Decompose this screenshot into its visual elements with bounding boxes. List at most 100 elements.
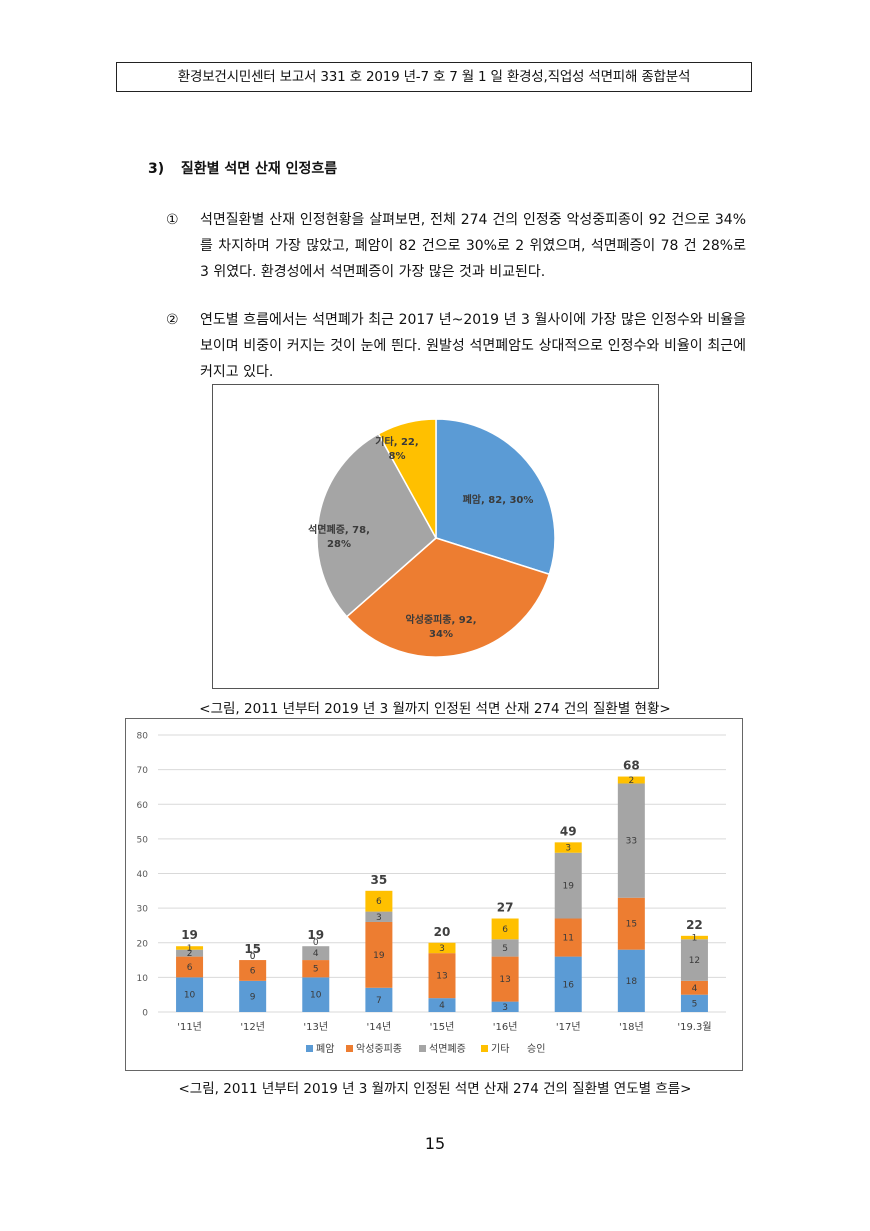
- paragraph-2: ② 연도별 흐름에서는 석면폐가 최근 2017 년~2019 년 3 월사이에…: [166, 307, 746, 385]
- x-tick-label: '13년: [303, 1021, 328, 1033]
- data-label: 4: [439, 1001, 445, 1011]
- bar-segment: [365, 911, 393, 922]
- paragraph-text: 연도별 흐름에서는 석면폐가 최근 2017 년~2019 년 3 월사이에 가…: [200, 312, 746, 380]
- data-label: 18: [626, 977, 638, 987]
- data-label: 10: [184, 991, 196, 1001]
- y-tick-label: 80: [137, 732, 149, 742]
- y-tick-label: 10: [137, 974, 149, 984]
- data-label: 33: [626, 837, 637, 847]
- data-label: 5: [502, 944, 508, 954]
- x-tick-label: '19.3월: [677, 1021, 711, 1033]
- data-label: 1: [692, 934, 698, 944]
- data-label: 12: [689, 956, 700, 966]
- x-tick-label: '15년: [430, 1021, 455, 1033]
- pie-caption: <그림, 2011 년부터 2019 년 3 월까지 인정된 석면 산재 274…: [199, 701, 671, 717]
- legend-label: 승인: [527, 1043, 545, 1055]
- data-label: 2: [628, 776, 634, 786]
- report-header: 환경보건시민센터 보고서 331 호 2019 년-7 호 7 월 1 일 환경…: [116, 62, 752, 92]
- total-label: 27: [497, 901, 514, 915]
- pie-slice-label: 기타, 22, 8%: [375, 435, 418, 462]
- bar-segment: [365, 987, 393, 1012]
- pie-slice: [435, 418, 556, 576]
- x-tick-label: '14년: [367, 1021, 392, 1033]
- data-label: 6: [376, 897, 382, 907]
- y-tick-label: 0: [142, 1009, 148, 1019]
- section-title-text: 질환별 석면 산재 인정흐름: [180, 161, 338, 177]
- total-label: 19: [181, 928, 198, 942]
- x-tick-label: '16년: [493, 1021, 518, 1033]
- y-tick-label: 30: [137, 905, 149, 915]
- bar-segment: [176, 956, 204, 978]
- data-label: 5: [313, 965, 319, 975]
- data-label: 5: [692, 999, 698, 1009]
- bar-segment: [491, 939, 519, 957]
- data-label: 7: [376, 996, 382, 1006]
- bar-segment: [428, 998, 456, 1012]
- pie-slice-label: 폐암, 82, 30%: [463, 493, 534, 506]
- pie-slice: [377, 418, 437, 539]
- bar-segment: [428, 953, 456, 999]
- bar-segment: [176, 946, 204, 950]
- data-label: 0: [250, 952, 256, 962]
- legend-swatch: [346, 1045, 353, 1052]
- section-heading: 3) 질환별 석면 산재 인정흐름: [148, 158, 337, 178]
- x-tick-label: '12년: [240, 1021, 265, 1033]
- bar-segment: [554, 956, 582, 1012]
- data-label: 13: [499, 975, 510, 985]
- data-label: 3: [439, 944, 445, 954]
- pie-slice-label: 석면폐증, 78, 28%: [308, 523, 370, 550]
- bar-segment: [239, 980, 267, 1012]
- y-tick-label: 40: [137, 870, 149, 880]
- data-label: 0: [313, 938, 319, 948]
- bar-segment: [239, 960, 267, 981]
- data-label: 19: [373, 951, 385, 961]
- bar-chart: 010203040506070801062119'11년960015'12년10…: [137, 732, 726, 1055]
- bar-segment: [617, 949, 645, 1012]
- bar-caption: <그림, 2011 년부터 2019 년 3 월까지 인정된 석면 산재 274…: [178, 1081, 692, 1097]
- data-label: 1: [187, 944, 193, 954]
- data-label: 9: [250, 992, 256, 1002]
- x-tick-label: '18년: [619, 1021, 644, 1033]
- paragraph-marker: ①: [166, 212, 179, 228]
- y-tick-label: 50: [137, 835, 149, 845]
- legend-label: 석면폐증: [429, 1043, 466, 1055]
- legend-label: 악성중피종: [356, 1043, 402, 1055]
- pie-slice: [345, 537, 551, 658]
- paragraph-text: 석면질환별 산재 인정현황을 살펴보면, 전체 274 건의 인정중 악성중피종…: [200, 212, 746, 280]
- x-tick-label: '17년: [556, 1021, 581, 1033]
- bar-segment: [428, 942, 456, 954]
- bar-segment: [554, 918, 582, 957]
- bar-segment: [491, 1001, 519, 1012]
- data-label: 4: [692, 984, 698, 994]
- legend-swatch: [419, 1045, 426, 1052]
- y-tick-label: 70: [137, 766, 149, 776]
- bar-segment: [302, 960, 330, 978]
- bar-chart-frame: 0 10 20 30 40 50 60 70 80 10 6 2 1 19'11년 9 6 0 0 15'12년 10…: [125, 718, 743, 1071]
- total-label: 49: [560, 824, 577, 838]
- section-number: 3): [148, 161, 165, 177]
- total-label: 68: [623, 759, 640, 773]
- bar-segment: [680, 939, 708, 981]
- legend-swatch: [481, 1045, 488, 1052]
- y-tick-label: 20: [137, 939, 149, 949]
- data-label: 0: [250, 952, 256, 962]
- bar-segment: [617, 776, 645, 784]
- data-label: 6: [250, 966, 256, 976]
- data-label: 3: [565, 844, 571, 854]
- y-tick-label: 60: [137, 801, 149, 811]
- legend-label: 기타: [491, 1043, 509, 1055]
- data-label: 13: [436, 972, 447, 982]
- pie-chart-frame: 폐암, 82, 30% 악성중피종, 92, 34% 석면폐증, 78, 28% 기타, …: [212, 384, 659, 689]
- bar-segment: [617, 783, 645, 898]
- bar-segment: [302, 977, 330, 1012]
- bar-segment: [491, 918, 519, 940]
- bar-segment: [554, 852, 582, 919]
- data-label: 6: [187, 963, 193, 973]
- data-label: 3: [376, 913, 382, 923]
- paragraph-1: ① 석면질환별 산재 인정현황을 살펴보면, 전체 274 건의 인정중 악성중…: [166, 207, 746, 285]
- data-label: 16: [562, 980, 574, 990]
- bar-segment: [554, 842, 582, 853]
- paragraph-marker: ②: [166, 312, 179, 328]
- legend-swatch: [306, 1045, 313, 1052]
- total-label: 22: [686, 918, 703, 932]
